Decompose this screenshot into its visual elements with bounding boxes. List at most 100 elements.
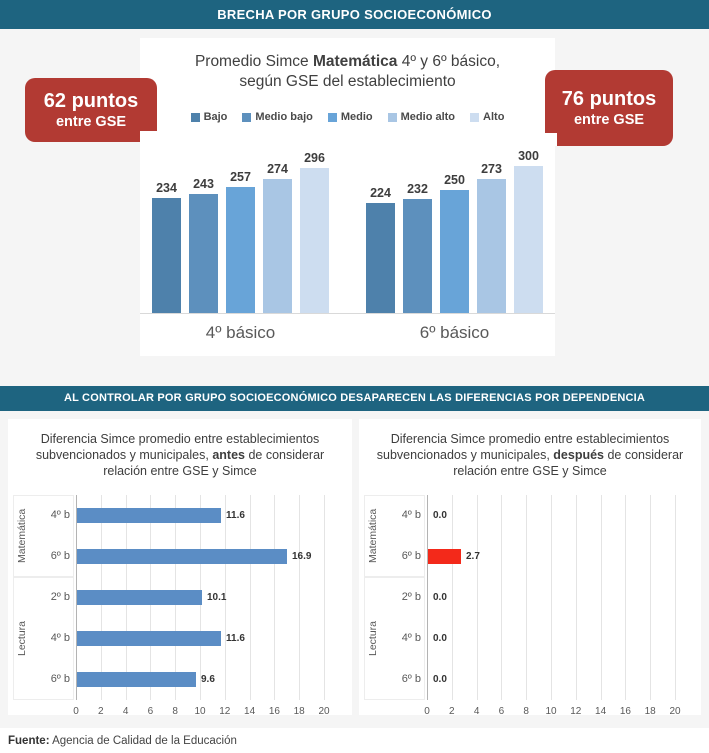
x-tick-label: 8: [523, 706, 529, 717]
row-label: 4º b: [50, 631, 70, 644]
row-label: 6º b: [401, 672, 421, 685]
x-tick-label: 20: [669, 706, 681, 717]
gridline: [324, 495, 325, 700]
legend-label: Bajo: [203, 111, 228, 123]
x-tick-label: 4: [473, 706, 480, 717]
x-tick-label: 4: [122, 706, 129, 717]
after-chart-plot: 0 2 4 6 8 10 12 14 16 18 20 Matemática 4º b 0.0 6º b 2.…: [359, 495, 701, 717]
diff-bar: [77, 630, 221, 646]
x-tick-label: 10: [194, 706, 206, 717]
diff-bar: [77, 589, 202, 605]
bar-value-label: 0.0: [433, 632, 447, 644]
bar-value-label: 0.0: [433, 673, 447, 685]
gridline: [625, 495, 627, 700]
gse-bar: [300, 168, 329, 313]
row-label: 2º b: [50, 590, 70, 603]
axis-group-box: [364, 577, 425, 700]
section-banner-dependencia: AL CONTROLAR POR GRUPO SOCIOECONÓMICO DE…: [0, 386, 709, 411]
bar-value-label: 0.0: [433, 509, 447, 521]
gridline: [249, 495, 251, 700]
legend-swatch: [470, 112, 480, 122]
row-label: 6º b: [50, 672, 70, 685]
x-tick-label: 12: [570, 706, 582, 717]
diff-bar: [77, 671, 196, 687]
axis-group-box: [364, 495, 425, 577]
top-chart-title: Promedio Simce Matemática 4º y 6º básico…: [194, 53, 501, 90]
before-chart-card: Diferencia Simce promedio entre establec…: [8, 419, 352, 717]
bar-value-label: 16.9: [292, 550, 312, 562]
after-chart-card: Diferencia Simce promedio entre establec…: [359, 419, 701, 717]
axis-group-label: Matemática: [367, 508, 379, 564]
gse-legend: Bajo Medio bajo Medio Medio alto Alto: [140, 111, 555, 123]
gridline: [675, 495, 676, 700]
row-label: 6º b: [50, 549, 70, 562]
row-label: 4º b: [50, 508, 70, 521]
x-tick-label: 8: [172, 706, 178, 717]
x-tick-label: 6: [147, 706, 154, 717]
x-tick-label: 16: [268, 706, 280, 717]
callout-gap-4basico: 62 puntos entre GSE: [25, 78, 157, 142]
gridline: [501, 495, 503, 700]
bar-value-label: 2.7: [466, 550, 480, 562]
legend-item: Bajo: [190, 111, 228, 123]
bar-value-label: 296: [304, 151, 325, 165]
diff-bar: [428, 548, 461, 564]
bar-value-label: 300: [518, 149, 539, 163]
gse-bar: [226, 187, 255, 313]
after-chart-title: Diferencia Simce promedio entre establec…: [376, 432, 684, 478]
gse-bar: [514, 166, 543, 313]
x-tick-label: 18: [644, 706, 656, 717]
x-tick-label: 0: [73, 706, 79, 717]
axis-group-box: [13, 577, 74, 700]
gridline: [650, 495, 652, 700]
axis-group-box: [13, 495, 74, 577]
gse-bar: [152, 198, 181, 313]
row-label: 4º b: [401, 631, 421, 644]
row-label: 6º b: [401, 549, 421, 562]
gse-bar: [366, 203, 395, 313]
callout-subtext: entre GSE: [573, 112, 645, 128]
gridline: [274, 495, 276, 700]
legend-swatch: [190, 112, 200, 122]
gridline: [476, 495, 478, 700]
row-label: 2º b: [401, 590, 421, 603]
category-label: 4º básico: [205, 323, 276, 342]
legend-item: Medio alto: [387, 111, 455, 123]
bar-value-label: 10.1: [207, 591, 227, 603]
y-axis-line: [427, 495, 428, 700]
gse-bar: [440, 190, 469, 313]
bar-value-label: 273: [481, 162, 502, 176]
x-tick-label: 0: [424, 706, 430, 717]
row-label: 4º b: [401, 508, 421, 521]
source-text: Agencia de Calidad de la Educación: [49, 735, 237, 747]
gridline: [575, 495, 577, 700]
callout-gap-6basico: 76 puntos entre GSE: [545, 70, 673, 146]
gridline: [526, 495, 528, 700]
x-tick-label: 14: [244, 706, 256, 717]
bar-value-label: 274: [267, 162, 288, 176]
callout-subtext: entre GSE: [55, 114, 127, 130]
x-tick-label: 2: [449, 706, 455, 717]
bar-value-label: 243: [193, 177, 214, 191]
gridline: [551, 495, 552, 700]
before-chart-plot: 0 2 4 6 8 10 12 14 16 18 20 Matemática 4º b 11.6 6º b 1…: [8, 495, 352, 717]
y-axis-line: [76, 495, 77, 700]
diff-bar: [77, 507, 221, 523]
bar-value-label: 9.6: [201, 673, 215, 685]
before-chart-title: Diferencia Simce promedio entre establec…: [35, 432, 325, 478]
legend-item: Medio bajo: [242, 111, 313, 123]
x-tick-label: 2: [98, 706, 104, 717]
top-chart-card: Promedio Simce Matemática 4º y 6º básico…: [140, 38, 555, 356]
gse-bar: [403, 199, 432, 313]
legend-label: Medio: [340, 111, 373, 123]
x-tick-label: 6: [498, 706, 505, 717]
bar-value-label: 234: [156, 181, 177, 195]
legend-label: Alto: [483, 111, 505, 123]
diff-bar: [77, 548, 287, 564]
bar-value-label: 232: [407, 182, 428, 196]
bar-value-label: 250: [444, 173, 465, 187]
category-label: 6º básico: [419, 323, 490, 342]
axis-baseline: [140, 313, 555, 314]
axis-group-label: Lectura: [367, 620, 379, 657]
